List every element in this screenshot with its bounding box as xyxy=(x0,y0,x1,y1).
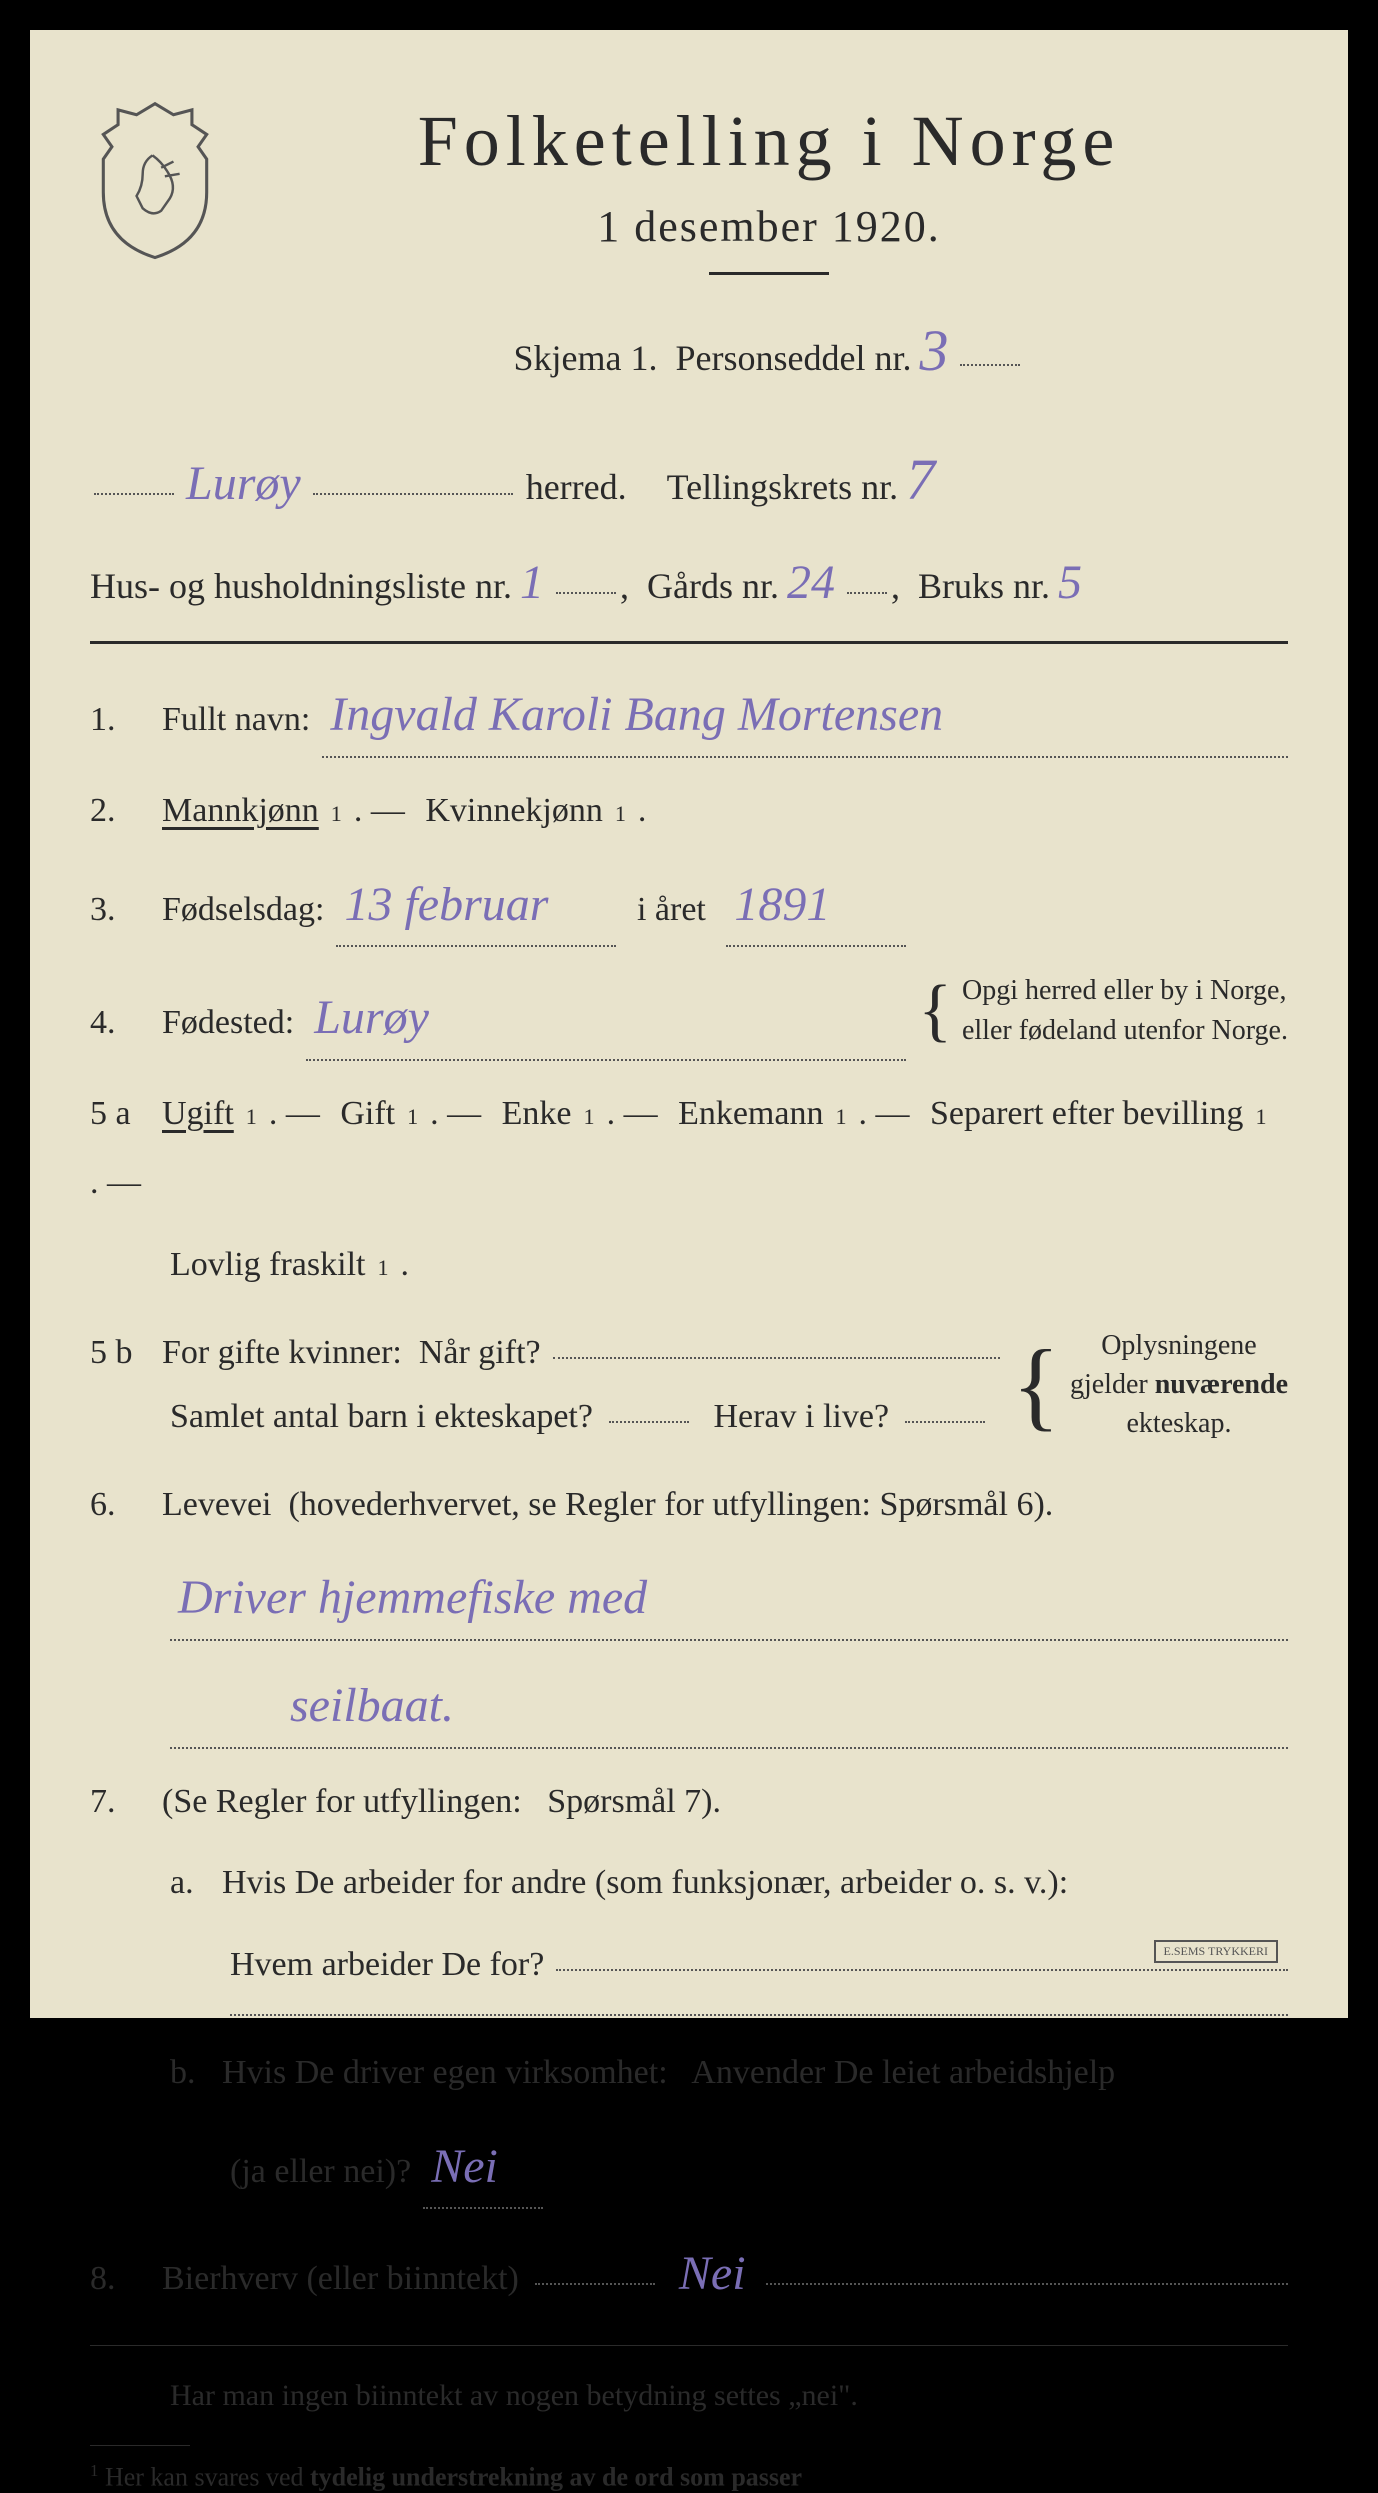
bruks-label: , Bruks nr. xyxy=(891,558,1050,616)
q8-label: Bierhverv (eller biinntekt) xyxy=(162,2250,519,2308)
q7a-text2: Hvem arbeider De for? xyxy=(230,1936,544,1994)
q3-year-label: i året xyxy=(628,881,714,939)
q7a-text1: Hvis De arbeider for andre (som funksjon… xyxy=(222,1854,1068,1912)
q7-row: 7. (Se Regler for utfyllingen: Spørsmål … xyxy=(90,1773,1288,1831)
q2-male: Mannkjønn xyxy=(162,782,319,840)
gards-nr: 24 xyxy=(779,545,843,622)
q5b-note: { Oplysningene gjelder nuværende ekteska… xyxy=(1012,1326,1288,1444)
q3-num: 3. xyxy=(90,881,150,939)
q5a-row: 5 a Ugift1 . — Gift1 . — Enke1 . — Enkem… xyxy=(90,1085,1288,1213)
q5a-ugift: Ugift xyxy=(162,1085,234,1143)
skjema-label: Skjema 1. Personseddel nr. xyxy=(514,330,912,388)
q7b-row2: (ja eller nei)? Nei xyxy=(90,2126,1288,2210)
footnote-divider xyxy=(90,2445,190,2446)
bottom-note: Har man ingen biinntekt av nogen betydni… xyxy=(90,2370,1288,2421)
q3-year: 1891 xyxy=(726,864,838,946)
herred-value: Lurøy xyxy=(178,446,309,523)
q6-label: Levevei (hovederhvervet, se Regler for u… xyxy=(162,1476,1053,1534)
krets-nr: 7 xyxy=(898,434,943,527)
printer-stamp: E.SEMS TRYKKERI xyxy=(1154,1940,1278,1963)
husliste-line: Hus- og husholdningsliste nr. 1 , Gårds … xyxy=(90,545,1288,622)
q1-value: Ingvald Karoli Bang Mortensen xyxy=(322,674,951,756)
q8-row: 8. Bierhverv (eller biinntekt) Nei xyxy=(90,2233,1288,2315)
q7b-value: Nei xyxy=(423,2126,506,2208)
main-divider xyxy=(90,641,1288,644)
q7-label: (Se Regler for utfyllingen: Spørsmål 7). xyxy=(162,1773,721,1831)
q8-num: 8. xyxy=(90,2250,150,2308)
q7a-row: a. Hvis De arbeider for andre (som funks… xyxy=(90,1854,1288,1912)
q5a-num: 5 a xyxy=(90,1085,150,1143)
q1-num: 1. xyxy=(90,691,150,749)
q1-row: 1. Fullt navn: Ingvald Karoli Bang Morte… xyxy=(90,674,1288,758)
husliste-label: Hus- og husholdningsliste nr. xyxy=(90,558,512,616)
q4-num: 4. xyxy=(90,994,150,1052)
q7a-row2: Hvem arbeider De for? xyxy=(90,1936,1288,1994)
q5b-label3: Herav i live? xyxy=(705,1388,889,1446)
q2-num: 2. xyxy=(90,782,150,840)
q3-day: 13 februar xyxy=(336,864,556,946)
q7a-row3 xyxy=(90,2018,1288,2020)
q6-value-row2: seilbaat. xyxy=(90,1665,1288,1749)
q5b-label1: For gifte kvinner: Når gift? xyxy=(162,1324,541,1382)
q1-label: Fullt navn: xyxy=(162,691,310,749)
q7b-text1: Hvis De driver egen virksomhet: Anvender… xyxy=(222,2044,1115,2102)
bottom-divider xyxy=(90,2345,1288,2346)
krets-label: Tellingskrets nr. xyxy=(667,459,898,517)
header-text: Folketelling i Norge 1 desember 1920. Sk… xyxy=(250,80,1288,416)
q7a-num: a. xyxy=(170,1854,210,1912)
q5a-separert: Separert efter bevilling xyxy=(930,1085,1243,1143)
q2-female: Kvinnekjønn xyxy=(425,782,603,840)
date-subtitle: 1 desember 1920. xyxy=(250,201,1288,252)
q2-row: 2. Mannkjønn1 . — Kvinnekjønn1. xyxy=(90,782,1288,840)
q5a-gift: Gift xyxy=(340,1085,395,1143)
q7b-text2: (ja eller nei)? xyxy=(230,2143,411,2201)
q5b-label2: Samlet antal barn i ekteskapet? xyxy=(170,1388,593,1446)
q5a-enke: Enke xyxy=(502,1085,572,1143)
q5a-row2: Lovlig fraskilt1. xyxy=(90,1236,1288,1294)
title-divider xyxy=(709,272,829,275)
q7b-row: b. Hvis De driver egen virksomhet: Anven… xyxy=(90,2044,1288,2102)
q4-label: Fødested: xyxy=(162,994,294,1052)
coat-of-arms-icon xyxy=(90,100,220,260)
herred-line: Lurøy herred. Tellingskrets nr. 7 xyxy=(90,434,1288,527)
main-title: Folketelling i Norge xyxy=(250,100,1288,183)
q5a-enkemann: Enkemann xyxy=(678,1085,823,1143)
q3-row: 3. Fødselsdag: 13 februar i året 1891 xyxy=(90,864,1288,948)
q8-value: Nei xyxy=(671,2233,754,2315)
q6-value-row1: Driver hjemmefiske med xyxy=(90,1557,1288,1641)
census-form-page: Folketelling i Norge 1 desember 1920. Sk… xyxy=(0,0,1378,2048)
header: Folketelling i Norge 1 desember 1920. Sk… xyxy=(90,80,1288,416)
q5a-fraskilt: Lovlig fraskilt xyxy=(170,1236,365,1294)
q7b-num: b. xyxy=(170,2044,210,2102)
q4-value: Lurøy xyxy=(306,977,437,1059)
q6-row: 6. Levevei (hovederhvervet, se Regler fo… xyxy=(90,1476,1288,1534)
q5b-row: 5 b For gifte kvinner: Når gift? Samlet … xyxy=(90,1318,1288,1452)
q5b-num: 5 b xyxy=(90,1324,150,1382)
gards-label: , Gårds nr. xyxy=(620,558,779,616)
q4-note: { Opgi herred eller by i Norge, eller fø… xyxy=(918,971,1288,1049)
q4-row: 4. Fødested: Lurøy { Opgi herred eller b… xyxy=(90,971,1288,1060)
q6-value1: Driver hjemmefiske med xyxy=(170,1557,655,1639)
q6-value2: seilbaat. xyxy=(170,1665,462,1747)
q3-label: Fødselsdag: xyxy=(162,881,324,939)
skjema-line: Skjema 1. Personseddel nr. 3 xyxy=(250,305,1288,398)
bruks-nr: 5 xyxy=(1050,545,1090,622)
footnote: 1 Her kan svares ved tydelig understrekn… xyxy=(90,2461,1288,2493)
herred-label: herred. xyxy=(517,459,627,517)
q7-num: 7. xyxy=(90,1773,150,1831)
skjema-nr: 3 xyxy=(911,305,956,398)
husliste-nr: 1 xyxy=(512,545,552,622)
q6-num: 6. xyxy=(90,1476,150,1534)
